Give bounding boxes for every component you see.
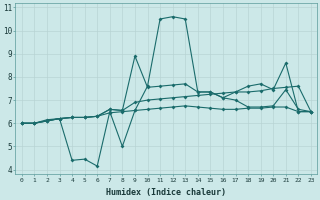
X-axis label: Humidex (Indice chaleur): Humidex (Indice chaleur) — [106, 188, 226, 197]
